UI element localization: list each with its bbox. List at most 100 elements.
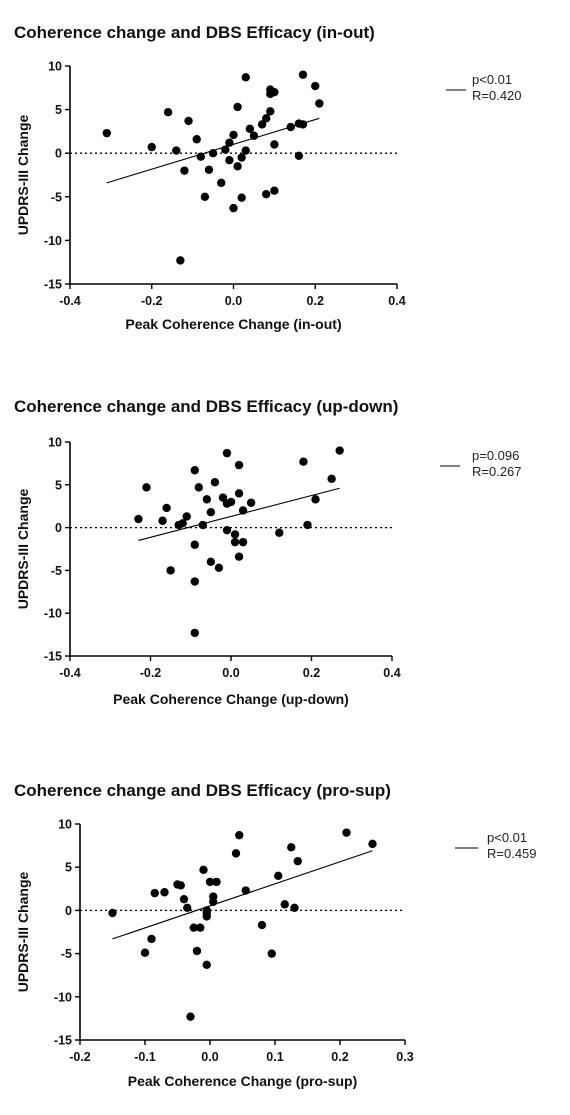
data-point (222, 448, 232, 458)
y-tick-label: 0 (55, 521, 62, 535)
legend-text: R=0.420 (472, 88, 522, 103)
regression-line (112, 850, 373, 940)
data-point (206, 507, 216, 517)
y-tick-label: -10 (44, 234, 62, 248)
chart-title: Coherence change and DBS Efficacy (up-do… (14, 397, 398, 416)
data-point (267, 949, 276, 958)
data-point (205, 877, 215, 887)
x-tick-label: 0.4 (388, 294, 405, 308)
data-point (245, 124, 255, 133)
chart-title: Coherence change and DBS Efficacy (in-ou… (14, 23, 375, 42)
data-point (233, 102, 242, 112)
x-tick-label: -0.2 (69, 1050, 91, 1064)
data-point (202, 960, 211, 970)
data-point (226, 497, 236, 507)
data-point (147, 142, 156, 152)
data-point (176, 256, 185, 265)
x-tick-label: 0.1 (266, 1050, 283, 1064)
legend-text: R=0.267 (472, 464, 522, 479)
data-point (241, 146, 250, 155)
legend-text: p<0.01 (472, 72, 512, 87)
data-point (178, 519, 187, 528)
data-point (286, 122, 295, 132)
data-point (234, 552, 244, 561)
data-point (134, 514, 143, 524)
y-tick-label: 10 (58, 818, 72, 832)
data-point (202, 495, 212, 504)
data-point (192, 135, 201, 144)
data-point (287, 843, 296, 852)
data-point (206, 557, 216, 567)
data-point (166, 566, 175, 575)
legend: p<0.01R=0.420 (446, 72, 522, 103)
data-point (190, 466, 199, 475)
y-tick-label: 10 (48, 60, 62, 74)
data-point (294, 151, 304, 161)
data-point (234, 489, 244, 498)
regression-line (138, 487, 340, 541)
data-point (303, 520, 312, 530)
data-point (225, 138, 234, 147)
data-point (194, 483, 203, 492)
data-point (249, 131, 259, 140)
data-point (147, 934, 156, 944)
data-point (270, 186, 279, 195)
data-point (241, 73, 250, 82)
data-point (238, 537, 248, 547)
x-tick-label: -0.2 (141, 294, 163, 308)
legend-text: R=0.459 (487, 846, 537, 861)
data-point (230, 530, 240, 539)
data-point (160, 888, 169, 897)
data-point (202, 906, 211, 915)
data-point (217, 178, 226, 188)
data-point (257, 920, 267, 930)
data-point (229, 130, 238, 140)
data-point (150, 888, 159, 898)
x-tick-label: 0.2 (331, 1050, 348, 1064)
data-point (192, 946, 202, 956)
data-point (342, 828, 351, 837)
data-point (229, 203, 238, 213)
data-point (108, 908, 117, 918)
y-tick-label: 0 (55, 147, 62, 161)
data-point (225, 155, 234, 165)
data-point (190, 540, 199, 549)
data-point (184, 116, 193, 126)
data-point (368, 839, 377, 849)
x-axis-title: Peak Coherence Change (in-out) (125, 316, 341, 332)
y-axis-title: UPDRS-III Change (15, 489, 31, 610)
data-point (274, 871, 283, 881)
x-tick-label: 0.0 (201, 1050, 218, 1064)
data-point (221, 145, 230, 154)
x-tick-label: 0.0 (225, 294, 242, 308)
data-point (262, 114, 271, 123)
y-tick-label: 0 (65, 904, 72, 918)
y-tick-label: -5 (51, 564, 62, 578)
x-tick-label: -0.4 (59, 666, 81, 680)
data-point (210, 478, 220, 487)
data-point (158, 516, 167, 525)
chart-title: Coherence change and DBS Efficacy (pro-s… (14, 781, 391, 800)
data-point (311, 81, 320, 91)
y-tick-label: -5 (61, 947, 72, 961)
data-point (299, 457, 308, 466)
data-point (180, 166, 189, 175)
data-point (218, 493, 228, 502)
data-point (235, 831, 244, 840)
data-point (238, 506, 248, 515)
y-axis-title: UPDRS-III Change (15, 872, 31, 993)
chart-panel-1: Coherence change and DBS Efficacy (in-ou… (14, 23, 522, 332)
data-point (182, 512, 191, 521)
data-point (214, 563, 224, 573)
y-tick-label: -5 (51, 190, 62, 204)
data-point (233, 162, 242, 171)
data-point (190, 628, 199, 638)
chart-panel-3: Coherence change and DBS Efficacy (pro-s… (14, 781, 537, 1089)
data-point (196, 923, 205, 932)
data-point (315, 99, 324, 108)
x-tick-label: 0.4 (383, 666, 400, 680)
data-point (327, 474, 336, 484)
data-point (199, 865, 208, 874)
data-point (200, 192, 210, 201)
x-tick-label: -0.2 (140, 666, 162, 680)
